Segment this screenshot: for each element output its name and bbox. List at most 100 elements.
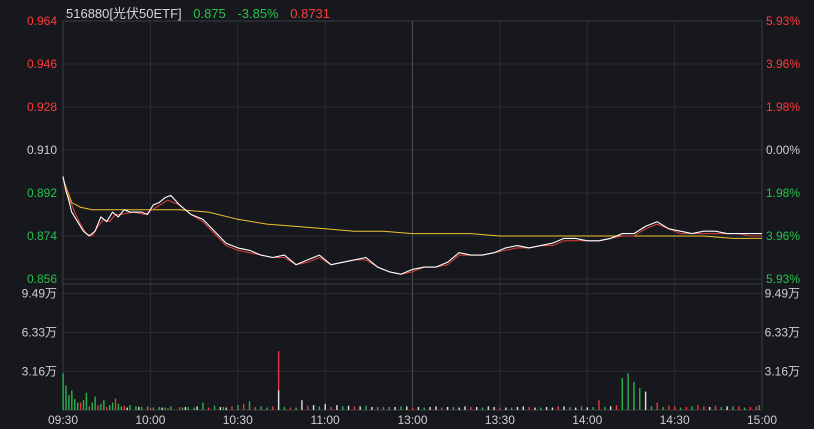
volume-bar bbox=[580, 406, 583, 410]
volume-bar bbox=[743, 407, 746, 410]
volume-bar bbox=[406, 406, 408, 410]
fund-name: 516880[光伏50ETF] bbox=[66, 6, 182, 21]
volume-bar bbox=[254, 406, 257, 410]
volume-bar bbox=[510, 407, 513, 410]
volume-bar bbox=[97, 405, 99, 410]
volume-bar bbox=[758, 405, 760, 410]
volume-bar bbox=[318, 406, 321, 410]
volume-right-tick-label: 3.16万 bbox=[765, 364, 800, 378]
volume-bar bbox=[446, 406, 449, 410]
volume-bar bbox=[516, 406, 519, 410]
volume-bar bbox=[74, 398, 76, 410]
volume-bar bbox=[493, 406, 495, 410]
volume-bar bbox=[382, 406, 385, 410]
volume-bar bbox=[106, 406, 108, 410]
volume-bar bbox=[668, 405, 670, 410]
volume-bar bbox=[464, 406, 466, 410]
volume-bar bbox=[569, 406, 571, 410]
volume-bar bbox=[91, 402, 93, 410]
volume-bar bbox=[470, 406, 472, 410]
volume-bar bbox=[545, 406, 548, 410]
volume-bar bbox=[755, 406, 757, 410]
x-tick-label: 14:30 bbox=[660, 413, 690, 427]
volume-bar bbox=[481, 407, 484, 410]
volume-bar bbox=[604, 406, 606, 410]
volume-bar bbox=[123, 405, 125, 410]
volume-bar bbox=[452, 406, 455, 410]
volume-bar bbox=[749, 406, 752, 410]
volume-bar bbox=[225, 407, 227, 410]
volume-bar bbox=[376, 406, 379, 410]
volume-bar bbox=[111, 402, 114, 410]
volume-bar bbox=[202, 402, 204, 410]
volume-bar bbox=[738, 406, 740, 410]
volume-bar bbox=[71, 390, 73, 410]
volume-right-tick-label: 9.49万 bbox=[765, 287, 800, 301]
volume-bar bbox=[633, 381, 635, 410]
volume-bar bbox=[76, 402, 79, 410]
x-tick-label: 14:00 bbox=[572, 413, 602, 427]
volume-bar bbox=[129, 405, 131, 410]
volume-bar bbox=[88, 406, 91, 410]
volume-bar bbox=[656, 402, 658, 410]
volume-bar bbox=[62, 373, 64, 410]
price-line bbox=[62, 176, 762, 275]
volume-bar bbox=[301, 400, 303, 410]
y-right-tick-label: 5.93% bbox=[766, 272, 800, 286]
volume-left-tick-label: 3.16万 bbox=[22, 364, 57, 378]
volume-bar bbox=[522, 406, 524, 410]
volume-bar bbox=[283, 406, 286, 410]
volume-bar bbox=[289, 407, 291, 410]
average-price: 0.8731 bbox=[290, 6, 331, 21]
volume-bar bbox=[272, 406, 274, 410]
volume-bar bbox=[621, 378, 623, 410]
volume-right-tick-label: 6.33万 bbox=[765, 325, 800, 339]
x-tick-label: 11:00 bbox=[311, 413, 340, 427]
volume-bar bbox=[417, 406, 420, 410]
y-right-tick-label: 3.96% bbox=[766, 229, 800, 243]
volume-bar bbox=[135, 406, 137, 410]
x-tick-label: 13:00 bbox=[397, 413, 427, 427]
volume-left-tick-label: 6.33万 bbox=[22, 325, 57, 339]
volume-bar bbox=[353, 406, 356, 410]
volume-bar bbox=[347, 405, 350, 410]
volume-bar bbox=[307, 405, 309, 410]
volume-bar bbox=[213, 405, 216, 410]
volume-bar bbox=[138, 406, 140, 410]
y-left-tick-label: 0.892 bbox=[27, 186, 57, 200]
x-tick-label: 13:30 bbox=[485, 413, 515, 427]
volume-bar bbox=[551, 407, 554, 410]
volume-bar bbox=[458, 407, 460, 410]
volume-bar bbox=[336, 405, 338, 410]
volume-bar bbox=[615, 405, 618, 410]
volume-bar bbox=[94, 396, 96, 410]
volume-bar bbox=[222, 406, 224, 410]
y-left-tick-label: 0.856 bbox=[27, 272, 57, 286]
volume-bar bbox=[242, 403, 245, 410]
volume-bar bbox=[650, 406, 653, 410]
x-tick-label: 10:00 bbox=[135, 413, 165, 427]
volume-bar bbox=[114, 398, 117, 410]
volume-bar bbox=[193, 407, 195, 410]
volume-bar bbox=[708, 406, 711, 410]
volume-bar bbox=[679, 407, 682, 410]
volume-bar bbox=[726, 406, 728, 410]
volume-bar bbox=[505, 407, 507, 410]
header-bar: 516880[光伏50ETF] 0.875 -3.85% 0.8731 bbox=[66, 3, 338, 22]
volume-bar bbox=[499, 407, 501, 410]
y-left-tick-label: 0.928 bbox=[27, 100, 57, 114]
y-left-tick-label: 0.946 bbox=[27, 57, 57, 71]
volume-bar bbox=[187, 406, 190, 410]
volume-bar bbox=[720, 406, 723, 410]
volume-bar bbox=[534, 407, 536, 410]
volume-bar bbox=[371, 406, 373, 410]
volume-bar bbox=[365, 405, 367, 410]
volume-bar bbox=[475, 406, 478, 410]
volume-bar bbox=[149, 407, 152, 410]
volume-bar bbox=[388, 406, 390, 410]
volume-bar bbox=[164, 407, 166, 410]
volume-bar bbox=[248, 401, 251, 410]
volume-bar bbox=[429, 406, 431, 410]
y-left-tick-label: 0.964 bbox=[27, 14, 57, 28]
